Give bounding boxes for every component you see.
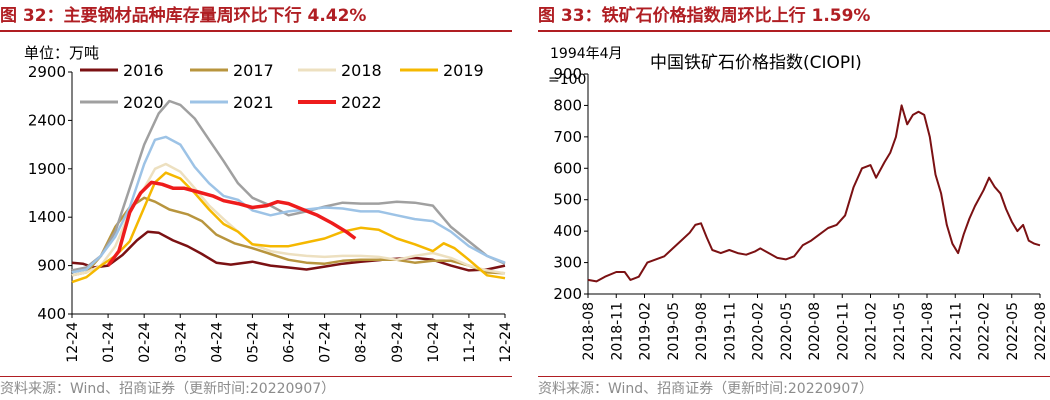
- y-tick-label: 300: [553, 254, 582, 272]
- x-tick-label: 2018-11: [609, 302, 625, 361]
- x-tick-label: 02-24: [137, 322, 153, 363]
- left-panel: 图 32：主要钢材品种库存量周环比下行 4.42% 400 900 1400 1900…: [0, 0, 512, 400]
- x-tick-label: 01-24: [101, 322, 117, 363]
- x-tick-label: 2022-08: [1033, 302, 1049, 361]
- y-tick-label: 700: [553, 128, 582, 146]
- x-tick-label: 11-24: [462, 322, 478, 363]
- y-tick-label: 1900: [28, 160, 66, 178]
- x-tick-label: 2022-02: [977, 302, 993, 361]
- x-tick-label: 2018-08: [581, 302, 597, 361]
- x-tick-label: 2019-11: [722, 302, 738, 361]
- x-tick-label: 2019-08: [694, 302, 710, 361]
- series-line-2016: [71, 230, 506, 272]
- y-tick-label: 1400: [28, 208, 66, 226]
- y-tick-label: 400: [37, 305, 66, 323]
- legend-label-2021: 2021: [233, 93, 274, 112]
- x-tick-label: 06-24: [282, 322, 298, 363]
- legend-label-2016: 2016: [123, 61, 164, 80]
- x-tick-label: 2021-05: [892, 302, 908, 361]
- x-tick-label: 2021-02: [864, 302, 880, 361]
- legend-label-2022: 2022: [341, 93, 382, 112]
- x-tick-label: 2020-08: [807, 302, 823, 361]
- x-tick-label: 12-24: [498, 322, 512, 363]
- series-line-2019: [71, 171, 506, 284]
- left-chart: 400 900 1400 1900 2400 2900 12-24 01-24 02-24 03-…: [24, 44, 512, 363]
- x-tick-label: 08-24: [354, 322, 370, 363]
- x-tick-label: 05-24: [245, 322, 261, 363]
- x-tick-label: 2020-05: [779, 302, 795, 361]
- x-tick-label: 2020-02: [751, 302, 767, 361]
- x-tick-label: 2022-05: [1005, 302, 1021, 361]
- x-tick-label: 2021-11: [948, 302, 964, 361]
- series-line-2021: [71, 135, 506, 274]
- base-label-line1: 1994年4月: [550, 46, 623, 62]
- y-tick-label: 900: [37, 257, 66, 275]
- series-line-2017: [71, 196, 506, 277]
- series-title-label: 中国铁矿石价格指数(CIOPI): [650, 53, 862, 73]
- y-tick-label: 800: [553, 96, 582, 114]
- x-tick-label: 07-24: [318, 322, 334, 363]
- y-tick-label: 2400: [28, 111, 66, 129]
- x-tick-label: 2019-05: [666, 302, 682, 361]
- legend-label-2019: 2019: [443, 61, 484, 80]
- right-source-note: 资料来源：Wind、招商证券（更新时间:20220907）: [538, 376, 1050, 399]
- y-tick-label: 900: [553, 65, 582, 83]
- right-panel: 图 33：铁矿石价格指数周环比上行 1.59% 200 300 400 500 600 7…: [538, 0, 1050, 400]
- series-line-中国铁矿石价格指数(CIOPI): [587, 104, 1041, 283]
- legend-label-2018: 2018: [341, 61, 382, 80]
- right-chart: 200 300 400 500 600 700 800 900 2018-08 2018-11 20…: [548, 46, 1049, 361]
- y-tick-label: 600: [553, 159, 582, 177]
- unit-label: 单位：万吨: [24, 44, 99, 62]
- y-tick-label: 2900: [28, 63, 66, 81]
- series-line-2020: [71, 99, 506, 272]
- x-tick-label: 2019-02: [638, 302, 654, 361]
- x-tick-label: 09-24: [390, 322, 406, 363]
- x-tick-label: 10-24: [426, 322, 442, 363]
- legend-label-2020: 2020: [123, 93, 164, 112]
- base-label-line2: =100: [548, 72, 586, 88]
- left-figure-title: 图 32：主要钢材品种库存量周环比下行 4.42%: [0, 0, 512, 32]
- right-figure-title: 图 33：铁矿石价格指数周环比上行 1.59%: [538, 0, 1050, 32]
- left-source-note: 资料来源：Wind、招商证券（更新时间:20220907）: [0, 376, 512, 399]
- x-tick-label: 03-24: [173, 322, 189, 363]
- series-line-2022: [106, 180, 357, 267]
- x-tick-label: 2021-08: [920, 302, 936, 361]
- y-tick-label: 500: [553, 191, 582, 209]
- legend-label-2017: 2017: [233, 61, 274, 80]
- y-tick-label: 400: [553, 222, 582, 240]
- y-tick-label: 200: [553, 285, 582, 303]
- x-tick-label: 04-24: [209, 322, 225, 363]
- x-tick-label: 12-24: [65, 322, 81, 363]
- x-tick-label: 2020-11: [835, 302, 851, 361]
